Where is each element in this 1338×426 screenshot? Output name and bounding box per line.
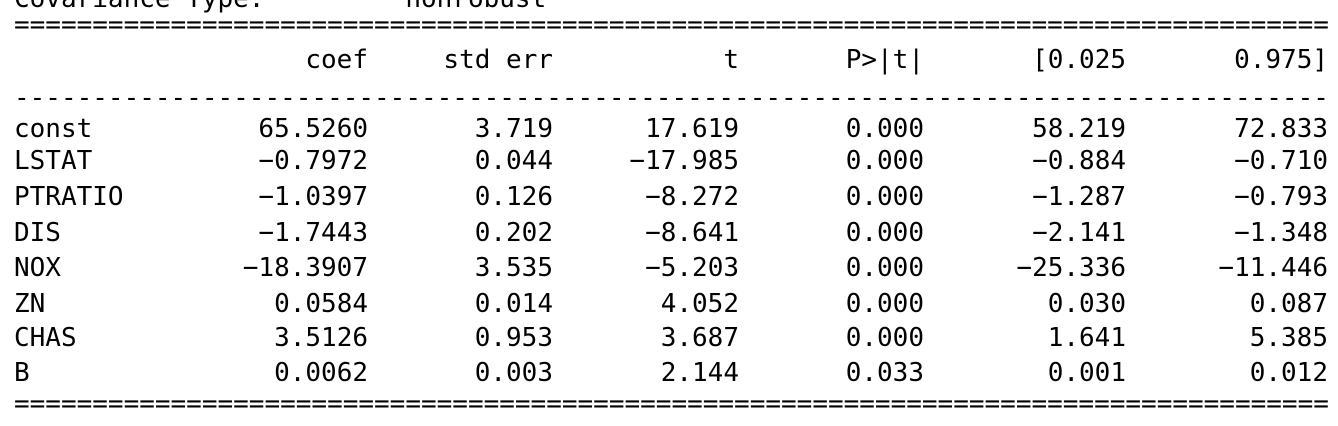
coef-value: 0.0584 [274,289,368,319]
std-err-value: 0.044 [474,146,553,176]
std-err-value: 3.535 [474,253,553,283]
p-value: 0.000 [845,218,924,248]
t-value: −17.985 [629,146,739,176]
ci-lower-value: −2.141 [1032,218,1126,248]
table-row: CHAS 3.5126 0.953 3.687 0.000 1.641 5.38… [14,324,1328,353]
p-value: 0.000 [845,289,924,319]
std-err-value: 0.953 [474,323,553,353]
ci-lower-value: −25.336 [1016,253,1126,283]
p-value: 0.000 [845,182,924,212]
ci-lower-value: 58.219 [1032,114,1126,144]
header-std-err: std err [443,45,553,75]
ci-upper-value: −11.446 [1218,253,1328,283]
row-label: CHAS [14,323,77,353]
ci-lower-value: 1.641 [1047,323,1126,353]
coef-value: −18.3907 [242,253,368,283]
ci-lower-value: −0.884 [1032,146,1126,176]
covariance-type-line: Covariance Type: nonrobust [14,0,546,14]
row-label: ZN [14,289,46,319]
ci-upper-value: 0.012 [1249,358,1328,388]
ci-lower-value: −1.287 [1032,182,1126,212]
ci-upper-value: −0.710 [1234,146,1328,176]
table-header-row: coef std err t P>|t| [0.025 0.975] [14,46,1328,75]
coef-value: 0.0062 [274,358,368,388]
top-double-rule: ========================================… [14,10,1328,40]
row-label: LSTAT [14,146,93,176]
coef-value: −1.0397 [258,182,368,212]
row-label: NOX [14,253,61,283]
ci-upper-value: −0.793 [1234,182,1328,212]
coef-value: −1.7443 [258,218,368,248]
table-row: ZN 0.0584 0.014 4.052 0.000 0.030 0.087 [14,290,1328,319]
row-label: PTRATIO [14,182,124,212]
table-row: NOX −18.3907 3.535 −5.203 0.000 −25.336 … [14,254,1328,283]
ci-upper-value: 72.833 [1234,114,1328,144]
t-value: 17.619 [645,114,739,144]
table-row: B 0.0062 0.003 2.144 0.033 0.001 0.012 [14,359,1328,388]
p-value: 0.000 [845,323,924,353]
ci-lower-value: 0.001 [1047,358,1126,388]
row-label: const [14,114,93,144]
header-p-value: P>|t| [845,45,924,75]
std-err-value: 0.014 [474,289,553,319]
std-err-value: 0.126 [474,182,553,212]
coef-value: −0.7972 [258,146,368,176]
std-err-value: 0.003 [474,358,553,388]
p-value: 0.000 [845,114,924,144]
header-single-rule: ----------------------------------------… [14,83,1328,113]
t-value: 4.052 [660,289,739,319]
bottom-double-rule: ========================================… [14,389,1328,419]
table-row: DIS −1.7443 0.202 −8.641 0.000 −2.141 −1… [14,219,1328,248]
ci-upper-value: 0.087 [1249,289,1328,319]
t-value: 2.144 [660,358,739,388]
p-value: 0.000 [845,253,924,283]
t-value: −8.272 [645,182,739,212]
t-value: 3.687 [660,323,739,353]
ci-lower-value: 0.030 [1047,289,1126,319]
std-err-value: 3.719 [474,114,553,144]
header-coef: coef [305,45,368,75]
p-value: 0.033 [845,358,924,388]
table-row: PTRATIO −1.0397 0.126 −8.272 0.000 −1.28… [14,183,1328,212]
coef-value: 65.5260 [258,114,368,144]
table-row: const 65.5260 3.719 17.619 0.000 58.219 … [14,115,1328,144]
coef-value: 3.5126 [274,323,368,353]
row-label: DIS [14,218,61,248]
header-t: t [723,45,739,75]
covariance-type-value: nonrobust [405,0,546,14]
ci-upper-value: 5.385 [1249,323,1328,353]
header-ci-lower: [0.025 [1032,45,1126,75]
ci-upper-value: −1.348 [1234,218,1328,248]
t-value: −8.641 [645,218,739,248]
table-row: LSTAT −0.7972 0.044 −17.985 0.000 −0.884… [14,147,1328,176]
row-label: B [14,358,30,388]
std-err-value: 0.202 [474,218,553,248]
header-ci-upper: 0.975] [1234,45,1328,75]
p-value: 0.000 [845,146,924,176]
covariance-type-label: Covariance Type: [14,0,264,14]
t-value: −5.203 [645,253,739,283]
